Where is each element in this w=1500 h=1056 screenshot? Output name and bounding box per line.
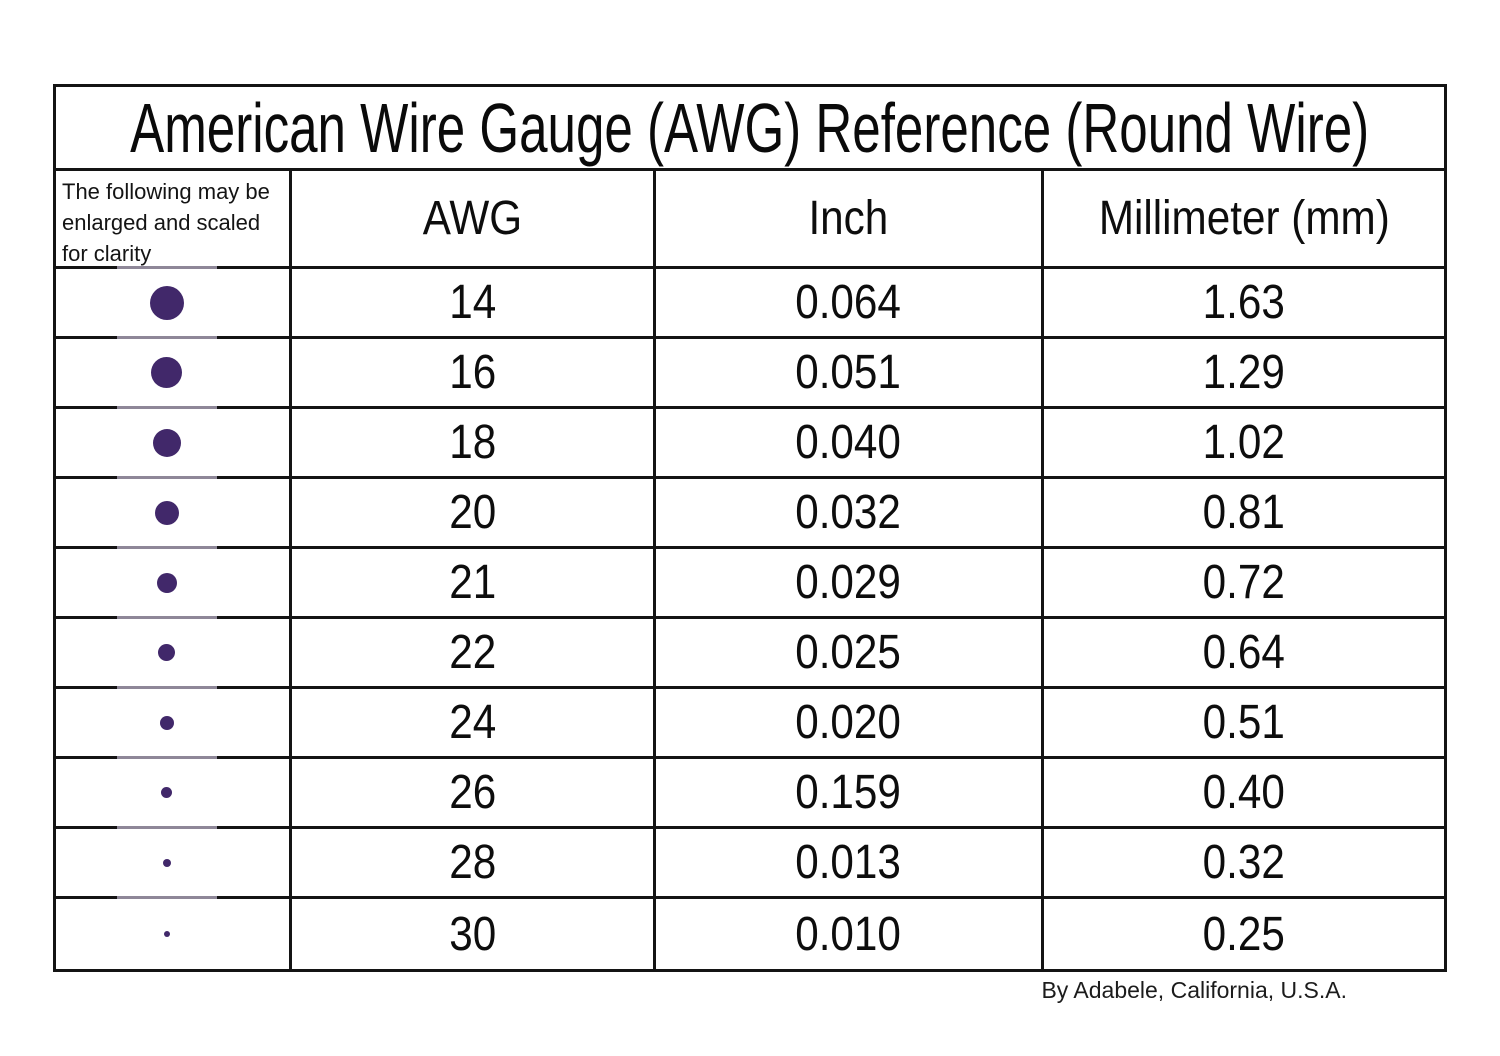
mm-value: 1.29 — [1202, 346, 1286, 399]
inch-value: 0.010 — [795, 907, 902, 961]
header-awg-label: AWG — [422, 192, 523, 245]
awg-value-cell: 20 — [292, 479, 656, 549]
inch-value-cell: 0.159 — [656, 759, 1044, 829]
mm-value: 0.25 — [1202, 907, 1286, 961]
awg-value-cell: 28 — [292, 829, 656, 899]
wire-size-cell — [56, 339, 292, 409]
awg-value: 18 — [449, 416, 496, 469]
awg-value-cell: 24 — [292, 689, 656, 759]
mm-value-cell: 0.40 — [1044, 759, 1444, 829]
wire-dot — [149, 285, 184, 320]
wire-dot — [158, 644, 175, 661]
wire-size-cell — [56, 689, 292, 759]
wire-dot — [161, 787, 172, 798]
mm-value-cell: 1.63 — [1044, 269, 1444, 339]
header-inch: Inch — [656, 171, 1044, 269]
header-awg: AWG — [292, 171, 656, 269]
inch-value-cell: 0.029 — [656, 549, 1044, 619]
note-text: The following may be enlarged and scaled… — [62, 179, 270, 267]
awg-value: 22 — [449, 626, 496, 679]
wire-dot — [152, 428, 181, 457]
awg-value: 16 — [449, 346, 496, 399]
mm-value: 1.02 — [1202, 416, 1286, 469]
header-inch-label: Inch — [808, 192, 889, 245]
awg-value-cell: 14 — [292, 269, 656, 339]
inch-value-cell: 0.051 — [656, 339, 1044, 409]
wire-size-cell — [56, 479, 292, 549]
mm-value-cell: 1.02 — [1044, 409, 1444, 479]
wire-dot — [154, 500, 179, 525]
inch-value: 0.159 — [795, 766, 902, 819]
mm-value: 1.63 — [1202, 276, 1286, 329]
awg-value: 14 — [449, 276, 496, 329]
mm-value: 0.81 — [1202, 486, 1286, 539]
mm-value-cell: 0.51 — [1044, 689, 1444, 759]
inch-value-cell: 0.064 — [656, 269, 1044, 339]
wire-size-cell — [56, 409, 292, 479]
awg-value-cell: 30 — [292, 899, 656, 969]
awg-value-cell: 18 — [292, 409, 656, 479]
inch-value-cell: 0.040 — [656, 409, 1044, 479]
table-grid: The following may be enlarged and scaled… — [56, 171, 1444, 969]
header-note-cell: The following may be enlarged and scaled… — [56, 171, 292, 269]
wire-dot — [156, 572, 177, 593]
table-title: American Wire Gauge (AWG) Reference (Rou… — [130, 88, 1370, 167]
awg-reference-table: American Wire Gauge (AWG) Reference (Rou… — [53, 84, 1447, 972]
awg-value: 28 — [449, 836, 496, 889]
mm-value-cell: 1.29 — [1044, 339, 1444, 409]
mm-value-cell: 0.64 — [1044, 619, 1444, 689]
inch-value: 0.013 — [795, 836, 902, 889]
table-title-row: American Wire Gauge (AWG) Reference (Rou… — [56, 87, 1444, 171]
mm-value-cell: 0.32 — [1044, 829, 1444, 899]
wire-dot — [151, 357, 182, 388]
awg-value-cell: 21 — [292, 549, 656, 619]
wire-dot — [163, 931, 170, 937]
wire-size-cell — [56, 829, 292, 899]
inch-value-cell: 0.013 — [656, 829, 1044, 899]
mm-value: 0.64 — [1202, 626, 1286, 679]
awg-value-cell: 26 — [292, 759, 656, 829]
mm-value: 0.72 — [1202, 556, 1286, 609]
mm-value-cell: 0.72 — [1044, 549, 1444, 619]
awg-value: 20 — [449, 486, 496, 539]
inch-value: 0.025 — [795, 626, 902, 679]
mm-value: 0.40 — [1202, 766, 1286, 819]
inch-value: 0.051 — [795, 346, 902, 399]
wire-size-cell — [56, 759, 292, 829]
inch-value: 0.032 — [795, 486, 902, 539]
wire-dot — [162, 858, 171, 867]
inch-value: 0.029 — [795, 556, 902, 609]
footer-credit: By Adabele, California, U.S.A. — [53, 977, 1447, 1004]
mm-value-cell: 0.25 — [1044, 899, 1444, 969]
inch-value: 0.020 — [795, 696, 902, 749]
mm-value: 0.32 — [1202, 836, 1286, 889]
inch-value: 0.040 — [795, 416, 902, 469]
wire-size-cell — [56, 619, 292, 689]
inch-value-cell: 0.032 — [656, 479, 1044, 549]
inch-value-cell: 0.020 — [656, 689, 1044, 759]
awg-value: 21 — [449, 556, 496, 609]
awg-value: 24 — [449, 696, 496, 749]
wire-dot — [159, 715, 174, 730]
wire-size-cell — [56, 899, 292, 969]
awg-value: 26 — [449, 766, 496, 819]
inch-value-cell: 0.010 — [656, 899, 1044, 969]
footer-credit-text: By Adabele, California, U.S.A. — [1041, 977, 1347, 1003]
mm-value-cell: 0.81 — [1044, 479, 1444, 549]
awg-value-cell: 22 — [292, 619, 656, 689]
awg-value: 30 — [449, 907, 496, 961]
header-millimeter: Millimeter (mm) — [1044, 171, 1444, 269]
mm-value: 0.51 — [1202, 696, 1286, 749]
inch-value: 0.064 — [795, 276, 902, 329]
wire-size-cell — [56, 549, 292, 619]
header-millimeter-label: Millimeter (mm) — [1098, 192, 1390, 245]
inch-value-cell: 0.025 — [656, 619, 1044, 689]
awg-value-cell: 16 — [292, 339, 656, 409]
wire-size-cell — [56, 269, 292, 339]
